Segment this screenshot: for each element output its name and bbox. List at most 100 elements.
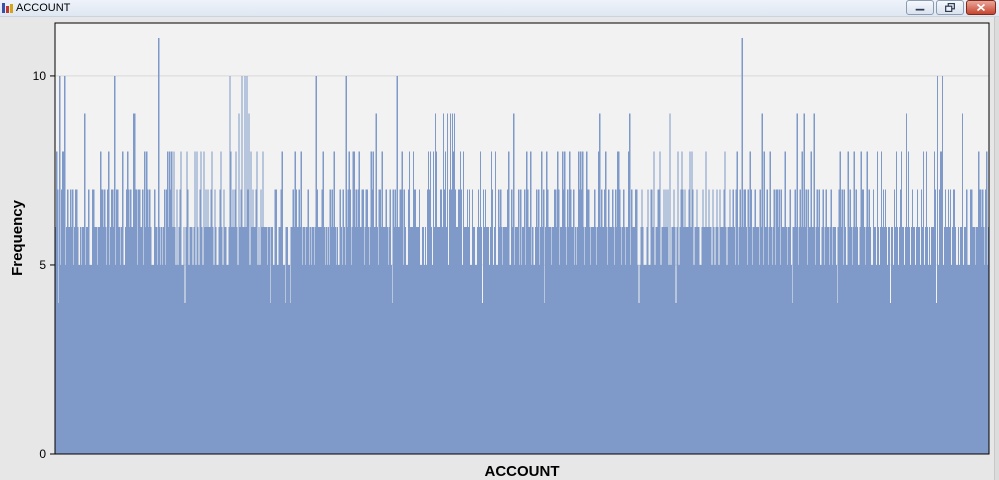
bar bbox=[525, 264, 527, 454]
bar bbox=[386, 227, 389, 454]
bar bbox=[162, 264, 164, 454]
bar bbox=[502, 227, 505, 454]
bar bbox=[531, 264, 533, 454]
bar bbox=[772, 227, 774, 454]
bar bbox=[327, 227, 329, 454]
bar bbox=[460, 189, 463, 454]
bar bbox=[716, 189, 718, 454]
bar bbox=[428, 189, 431, 454]
bar bbox=[215, 227, 217, 454]
bar bbox=[412, 151, 415, 455]
bar bbox=[821, 227, 823, 454]
bar bbox=[905, 113, 908, 455]
bar bbox=[817, 227, 819, 454]
vertical-scrollbar[interactable] bbox=[994, 17, 999, 480]
bar bbox=[981, 189, 984, 454]
bar bbox=[98, 227, 100, 454]
bar bbox=[768, 227, 770, 454]
bar bbox=[200, 151, 202, 455]
bar bbox=[828, 264, 830, 454]
bar bbox=[244, 75, 246, 455]
bar bbox=[328, 264, 330, 454]
bar bbox=[178, 227, 180, 454]
bar bbox=[581, 189, 583, 454]
bar bbox=[83, 227, 85, 454]
window-titlebar[interactable]: ACCOUNT bbox=[0, 0, 999, 17]
bar bbox=[530, 151, 532, 455]
bar bbox=[744, 189, 746, 454]
bar bbox=[734, 264, 736, 454]
bar bbox=[580, 151, 582, 455]
bar bbox=[273, 264, 275, 454]
bar bbox=[481, 302, 484, 454]
bar bbox=[170, 189, 172, 454]
bar bbox=[818, 189, 820, 454]
bar bbox=[676, 227, 678, 454]
bar bbox=[533, 264, 535, 454]
bar bbox=[548, 227, 550, 454]
bar bbox=[727, 227, 729, 454]
bar bbox=[513, 264, 516, 454]
close-button[interactable] bbox=[966, 0, 996, 15]
bar bbox=[331, 189, 333, 454]
bar bbox=[429, 151, 432, 455]
bar bbox=[629, 113, 631, 455]
bar bbox=[413, 189, 416, 454]
bar bbox=[142, 189, 144, 454]
bar bbox=[539, 264, 541, 454]
bar bbox=[545, 227, 547, 454]
bar bbox=[140, 227, 142, 454]
bar bbox=[509, 264, 512, 454]
bar bbox=[861, 189, 864, 454]
bar bbox=[908, 227, 911, 454]
bar bbox=[980, 227, 983, 454]
bar bbox=[454, 189, 457, 454]
bar bbox=[919, 264, 922, 454]
bar bbox=[796, 113, 798, 455]
bar bbox=[202, 264, 204, 454]
bar bbox=[444, 151, 447, 455]
minimize-button[interactable] bbox=[906, 0, 934, 15]
bar bbox=[321, 189, 323, 454]
bar bbox=[370, 151, 372, 455]
bar bbox=[367, 227, 369, 454]
bar bbox=[823, 264, 825, 454]
bar bbox=[354, 227, 356, 454]
bar bbox=[288, 264, 290, 454]
bar bbox=[274, 189, 276, 454]
bar bbox=[820, 264, 822, 454]
bar bbox=[148, 227, 150, 454]
bar bbox=[292, 189, 294, 454]
bar bbox=[595, 227, 597, 454]
bar bbox=[489, 227, 492, 454]
bar bbox=[659, 151, 661, 455]
bar bbox=[227, 264, 229, 454]
bar bbox=[669, 113, 671, 455]
bar bbox=[967, 264, 970, 454]
bar bbox=[390, 264, 393, 454]
bar bbox=[166, 189, 168, 454]
bar bbox=[983, 264, 986, 454]
restore-button[interactable] bbox=[936, 0, 964, 15]
bar bbox=[757, 227, 759, 454]
bar bbox=[977, 151, 980, 455]
bar bbox=[355, 189, 357, 454]
bar bbox=[374, 227, 376, 454]
bar bbox=[806, 264, 808, 454]
bar bbox=[93, 189, 95, 454]
bar bbox=[973, 227, 976, 454]
bar bbox=[522, 227, 524, 454]
bar bbox=[353, 151, 355, 455]
bar bbox=[295, 189, 297, 454]
bar bbox=[789, 189, 791, 454]
bar bbox=[617, 151, 619, 455]
bar bbox=[510, 189, 513, 454]
bar bbox=[237, 264, 239, 454]
bar bbox=[831, 264, 833, 454]
bar bbox=[318, 227, 320, 454]
bar bbox=[945, 227, 948, 454]
bar bbox=[641, 189, 643, 454]
bar bbox=[70, 189, 72, 454]
bar bbox=[687, 227, 689, 454]
bar bbox=[199, 189, 201, 454]
